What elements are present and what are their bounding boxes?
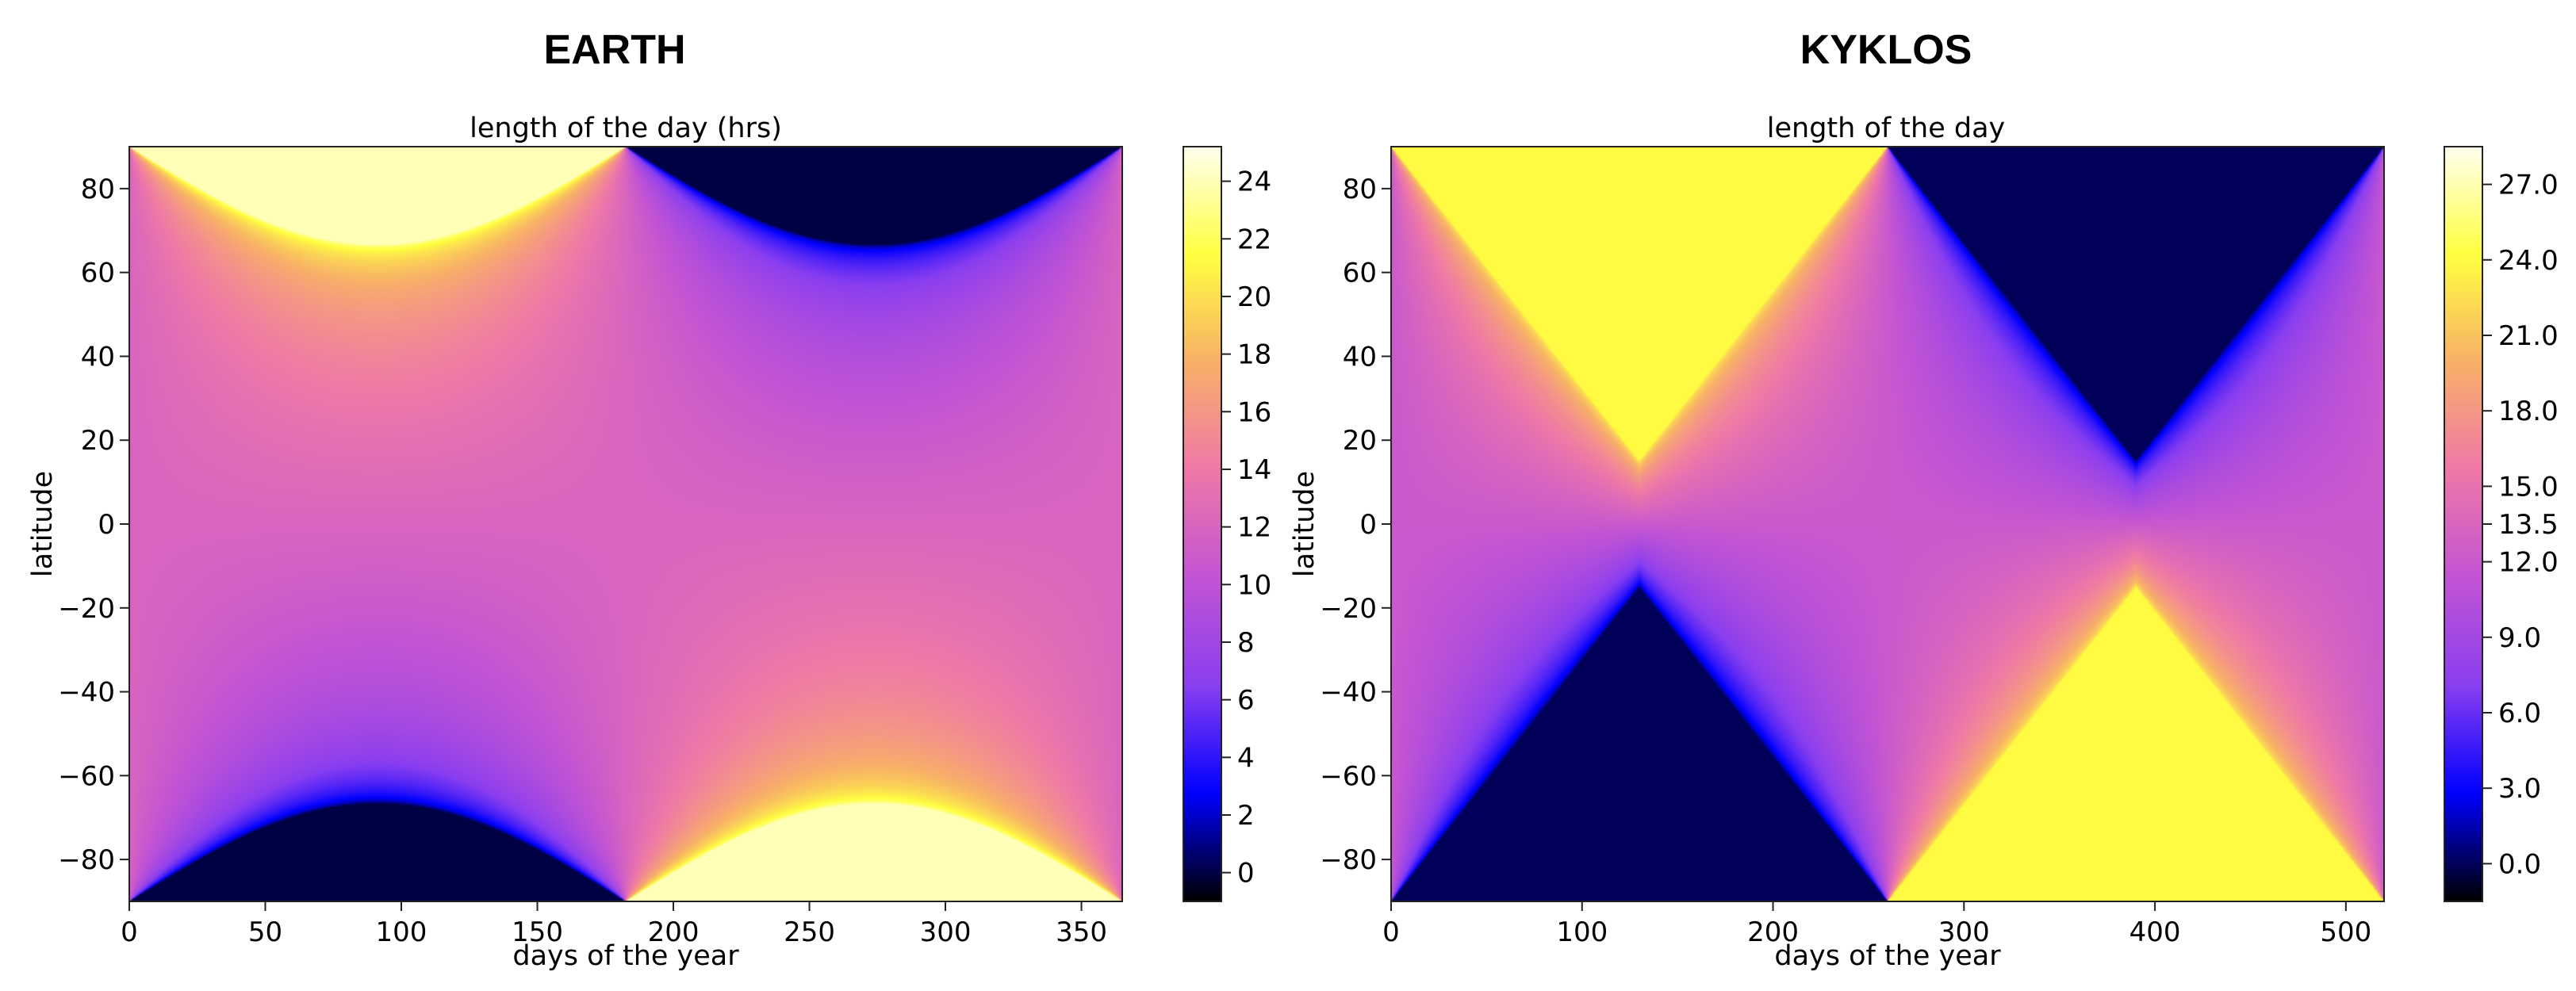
colorbar-tick-label: 13.5: [2498, 509, 2559, 541]
y-tick-label: −60: [58, 760, 115, 792]
colorbar-tick-label: 24: [1237, 166, 1271, 198]
colorbar-tick-label: 24.0: [2498, 245, 2559, 277]
colorbar-tick-label: 12.0: [2498, 547, 2559, 579]
earth-suptitle: EARTH: [543, 27, 685, 73]
y-tick-label: −20: [1320, 593, 1377, 625]
kyklos-colorbar-ticks: 0.0 3.0 6.0 9.0 12.0 13.5 15.0 18.0 21.0 24.0 27.0: [2482, 170, 2559, 880]
y-tick-label: 60: [81, 258, 115, 289]
colorbar-tick-label: 3.0: [2498, 773, 2541, 805]
colorbar-tick-label: 12: [1237, 512, 1271, 544]
kyklos-x-ticks: 0 100 200 300 400 500: [1382, 901, 2371, 948]
earth-axes-title: length of the day (hrs): [470, 113, 782, 144]
earth-colorbar-frame: [1183, 146, 1222, 902]
y-tick-label: −80: [58, 844, 115, 876]
x-tick-label: 400: [2129, 916, 2181, 948]
colorbar-tick-label: 22: [1237, 224, 1271, 255]
y-tick-label: 0: [1359, 509, 1377, 541]
colorbar-tick-label: 0: [1237, 858, 1255, 890]
earth-y-ticks: 80 60 40 20 0 −20 −40 −60 −80: [58, 174, 129, 876]
colorbar-tick-label: 8: [1237, 627, 1255, 659]
x-tick-label: 200: [648, 916, 700, 948]
earth-colorbar: [1183, 147, 1221, 901]
colorbar-tick-label: 0.0: [2498, 848, 2541, 880]
colorbar-tick-label: 9.0: [2498, 622, 2541, 654]
y-tick-label: 40: [1343, 341, 1377, 373]
x-tick-label: 0: [121, 916, 138, 948]
colorbar-tick-label: 14: [1237, 454, 1271, 486]
kyklos-axes-title: length of the day: [1767, 113, 2006, 144]
x-tick-label: 300: [1938, 916, 1990, 948]
x-tick-label: 200: [1747, 916, 1799, 948]
colorbar-tick-label: 6.0: [2498, 698, 2541, 729]
earth-x-axis-label: days of the year: [512, 940, 739, 972]
kyklos-heatmap: [1391, 147, 2384, 901]
x-tick-label: 350: [1056, 916, 1107, 948]
x-tick-label: 0: [1382, 916, 1400, 948]
y-tick-label: −20: [58, 593, 115, 625]
x-tick-label: 100: [376, 916, 427, 948]
kyklos-y-ticks: 80 60 40 20 0 −20 −40 −60 −80: [1320, 174, 1391, 876]
kyklos-suptitle: KYKLOS: [1800, 27, 1972, 73]
colorbar-tick-label: 27.0: [2498, 170, 2559, 201]
y-tick-label: −60: [1320, 760, 1377, 792]
kyklos-y-axis-label: latitude: [1289, 471, 1321, 577]
colorbar-tick-label: 2: [1237, 800, 1255, 832]
x-tick-label: 150: [512, 916, 563, 948]
colorbar-tick-label: 6: [1237, 685, 1255, 717]
x-tick-label: 100: [1556, 916, 1608, 948]
earth-y-axis-label: latitude: [27, 471, 59, 577]
y-tick-label: 80: [1343, 174, 1377, 205]
x-tick-label: 250: [784, 916, 835, 948]
colorbar-tick-label: 10: [1237, 569, 1271, 601]
earth-panel: EARTH length of the day (hrs) 806040200−…: [27, 27, 1271, 972]
colorbar-tick-label: 20: [1237, 281, 1271, 313]
y-tick-label: 40: [81, 341, 115, 373]
colorbar-tick-label: 16: [1237, 396, 1271, 428]
y-tick-label: 0: [98, 509, 115, 541]
y-tick-label: 60: [1343, 258, 1377, 289]
y-tick-label: 20: [1343, 425, 1377, 457]
x-tick-label: 500: [2320, 916, 2371, 948]
x-tick-label: 300: [920, 916, 972, 948]
y-tick-label: 80: [81, 174, 115, 205]
y-tick-label: −80: [1320, 844, 1377, 876]
colorbar-tick-label: 15.0: [2498, 471, 2559, 503]
y-tick-label: −40: [1320, 677, 1377, 709]
y-tick-label: −40: [58, 677, 115, 709]
earth-x-ticks: 0 50 100 150 200 250 300 350: [121, 901, 1107, 948]
colorbar-tick-label: 18.0: [2498, 396, 2559, 427]
earth-heatmap: [129, 147, 1122, 901]
colorbar-tick-label: 18: [1237, 339, 1271, 371]
colorbar-tick-label: 21.0: [2498, 320, 2559, 352]
kyklos-colorbar: [2444, 147, 2482, 901]
kyklos-panel: KYKLOS length of the day 806040200−20−40…: [1289, 27, 2559, 972]
kyklos-x-axis-label: days of the year: [1774, 940, 2001, 972]
y-tick-label: 20: [81, 425, 115, 457]
x-tick-label: 50: [248, 916, 282, 948]
colorbar-tick-label: 4: [1237, 742, 1255, 774]
